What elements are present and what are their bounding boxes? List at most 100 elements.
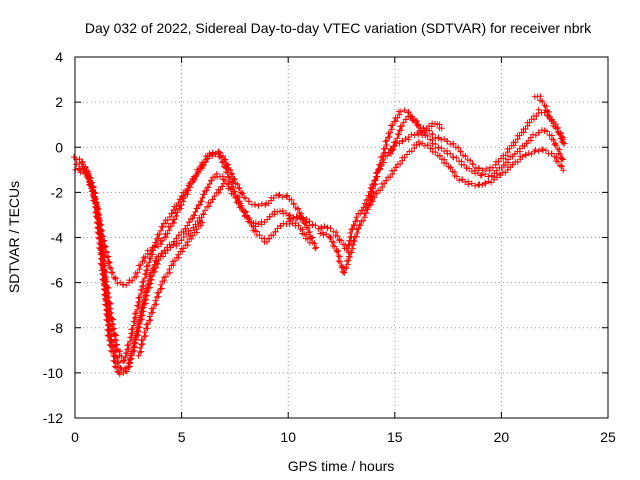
data-point-interp (94, 209, 101, 216)
data-point-interp (459, 176, 466, 183)
data-point (438, 145, 445, 152)
data-point (129, 277, 136, 284)
data-point-interp (258, 200, 265, 207)
data-point (381, 180, 388, 187)
data-point-interp (182, 189, 189, 196)
data-point-interp (166, 227, 173, 234)
data-point (560, 139, 567, 146)
data-point (171, 257, 178, 264)
data-point-interp (91, 198, 98, 205)
data-point (488, 179, 495, 186)
data-point-interp (407, 113, 414, 120)
data-point-interp (218, 183, 225, 190)
data-point-interp (204, 184, 211, 191)
series-track-5 (135, 219, 206, 359)
data-point-interp (87, 182, 94, 189)
data-point-interp (127, 355, 134, 362)
data-point-interp (94, 220, 101, 227)
data-point-interp (192, 221, 199, 228)
data-point-interp (334, 248, 341, 255)
data-point-interp (138, 348, 145, 355)
data-point-interp (208, 177, 215, 184)
data-point (120, 281, 127, 288)
y-tick-label: -6 (51, 275, 64, 291)
data-point-interp (189, 232, 196, 239)
data-point (286, 215, 293, 222)
data-point-interp (100, 277, 107, 284)
data-point (220, 180, 227, 187)
data-point-interp (348, 249, 355, 256)
data-point-interp (290, 214, 297, 221)
data-point-interp (438, 136, 445, 143)
data-point-interp (88, 188, 95, 195)
data-point-interp (229, 170, 236, 177)
data-point-interp (137, 345, 144, 352)
data-point (199, 219, 206, 226)
y-tick-label: 2 (55, 94, 63, 110)
data-point-interp (146, 255, 153, 262)
data-point-interp (239, 190, 246, 197)
data-point-interp (558, 162, 565, 169)
data-point-interp (350, 221, 357, 228)
data-point-interp (122, 365, 129, 372)
data-point-interp (173, 203, 180, 210)
data-point-interp (98, 261, 105, 268)
data-point-interp (96, 225, 103, 232)
data-point-interp (219, 159, 226, 166)
data-point (360, 217, 367, 224)
data-point (477, 172, 484, 179)
data-point (252, 201, 259, 208)
data-point-interp (170, 220, 177, 227)
data-point-interp (479, 167, 486, 174)
data-point-interp (113, 354, 120, 361)
data-point-interp (482, 171, 489, 178)
axis-ticks (74, 56, 609, 419)
data-point-interp (403, 151, 410, 158)
data-point-interp (211, 193, 218, 200)
data-point-interp (175, 251, 182, 258)
data-point-interp (382, 145, 389, 152)
data-point-interp (288, 196, 295, 203)
data-point-interp (155, 235, 162, 242)
data-point-interp (423, 126, 430, 133)
data-point-interp (522, 126, 529, 133)
data-point-interp (255, 202, 262, 209)
data-point-interp (141, 257, 148, 264)
data-point-interp (353, 233, 360, 240)
data-point-interp (483, 165, 490, 172)
data-point (157, 241, 164, 248)
data-point-interp (370, 185, 377, 192)
data-point-interp (93, 208, 100, 215)
data-point-interp (219, 158, 226, 165)
data-point-interp (494, 174, 501, 181)
data-point-interp (149, 272, 156, 279)
data-point-interp (467, 157, 474, 164)
data-point-interp (327, 234, 334, 241)
data-point-interp (164, 230, 171, 237)
data-point-interp (200, 191, 207, 198)
data-point-interp (558, 155, 565, 162)
data-point-interp (191, 175, 198, 182)
data-point-interp (122, 368, 129, 375)
data-point-interp (104, 307, 111, 314)
data-point-interp (558, 138, 565, 145)
data-point-interp (206, 180, 213, 187)
data-point-interp (383, 137, 390, 144)
data-point-interp (83, 167, 90, 174)
data-point-interp (526, 119, 533, 126)
data-point-interp (283, 210, 290, 217)
data-point-interp (175, 232, 182, 239)
data-point-interp (112, 276, 119, 283)
data-point-interp (193, 172, 200, 179)
data-point-interp (110, 344, 117, 351)
data-point-interp (355, 225, 362, 232)
data-point-interp (443, 160, 450, 167)
data-point-interp (153, 264, 160, 271)
data-point (306, 239, 313, 246)
data-point-interp (394, 114, 401, 121)
data-point (158, 223, 165, 230)
data-point-interp (542, 147, 549, 154)
data-point-interp (202, 207, 209, 214)
data-point-interp (99, 262, 106, 269)
data-point-interp (157, 227, 164, 234)
